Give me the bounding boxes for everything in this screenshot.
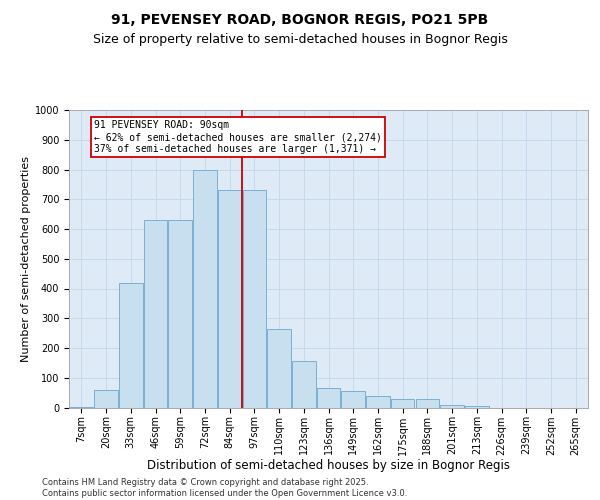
Text: Contains HM Land Registry data © Crown copyright and database right 2025.
Contai: Contains HM Land Registry data © Crown c… (42, 478, 407, 498)
Bar (242, 190, 266, 408)
Bar (144, 220, 167, 408)
Bar (94, 390, 118, 407)
Bar (169, 220, 192, 408)
Bar (416, 398, 439, 407)
Bar (391, 398, 415, 407)
Bar (465, 406, 488, 407)
Text: 91, PEVENSEY ROAD, BOGNOR REGIS, PO21 5PB: 91, PEVENSEY ROAD, BOGNOR REGIS, PO21 5P… (112, 12, 488, 26)
Bar (317, 388, 340, 407)
Bar (268, 328, 291, 407)
Bar (193, 170, 217, 408)
Bar (440, 404, 464, 407)
Y-axis label: Number of semi-detached properties: Number of semi-detached properties (20, 156, 31, 362)
Bar (218, 190, 241, 408)
Bar (292, 362, 316, 408)
Bar (341, 391, 365, 407)
Bar (119, 282, 143, 408)
X-axis label: Distribution of semi-detached houses by size in Bognor Regis: Distribution of semi-detached houses by … (147, 459, 510, 472)
Bar (366, 396, 389, 407)
Bar (70, 406, 93, 408)
Text: Size of property relative to semi-detached houses in Bognor Regis: Size of property relative to semi-detach… (92, 32, 508, 46)
Text: 91 PEVENSEY ROAD: 90sqm
← 62% of semi-detached houses are smaller (2,274)
37% of: 91 PEVENSEY ROAD: 90sqm ← 62% of semi-de… (94, 120, 382, 154)
